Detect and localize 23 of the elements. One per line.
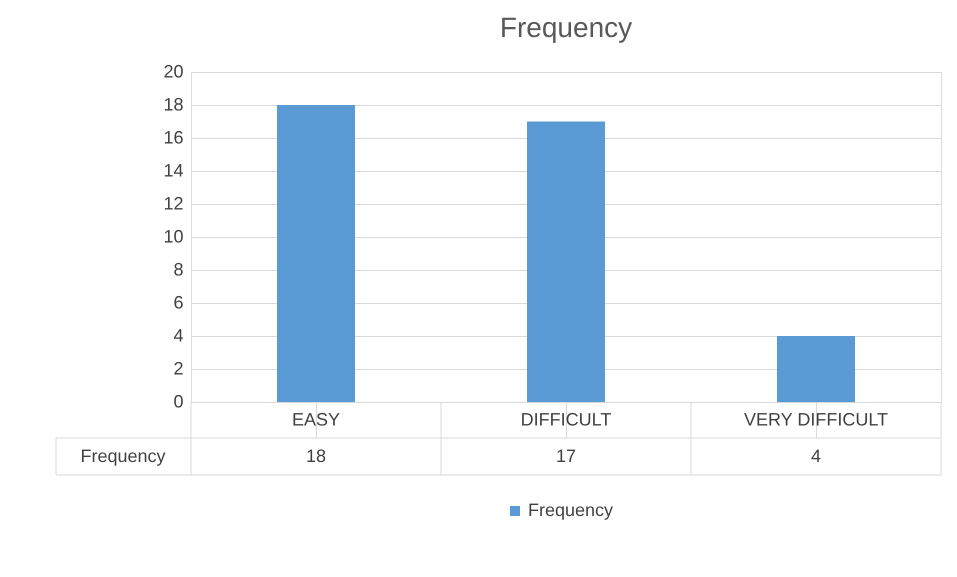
x-tick-label: VERY DIFFICULT [744,410,888,430]
x-tick-label: DIFFICULT [520,410,612,430]
y-tick-label: 14 [163,160,184,180]
y-tick-label: 20 [163,62,184,82]
bar [527,122,605,402]
data-label: 17 [556,446,576,466]
y-tick-label: 0 [173,392,184,412]
y-tick-label: 2 [173,358,184,378]
bar [277,105,355,402]
data-label: 18 [306,446,326,466]
chart-title: Frequency [500,12,632,43]
y-tick-label: 10 [163,226,184,246]
x-tick-label: EASY [292,410,340,430]
y-tick-label: 4 [173,326,184,346]
y-tick-label: 8 [173,260,184,280]
data-label: 4 [810,446,822,466]
y-tick-label: 18 [163,94,184,114]
text: Frequency [80,446,166,466]
y-tick-label: 16 [163,128,184,148]
y-tick-label: 6 [173,292,184,312]
y-tick-label: 12 [163,194,184,214]
bar [777,336,855,402]
legend-label: Frequency [528,500,614,520]
